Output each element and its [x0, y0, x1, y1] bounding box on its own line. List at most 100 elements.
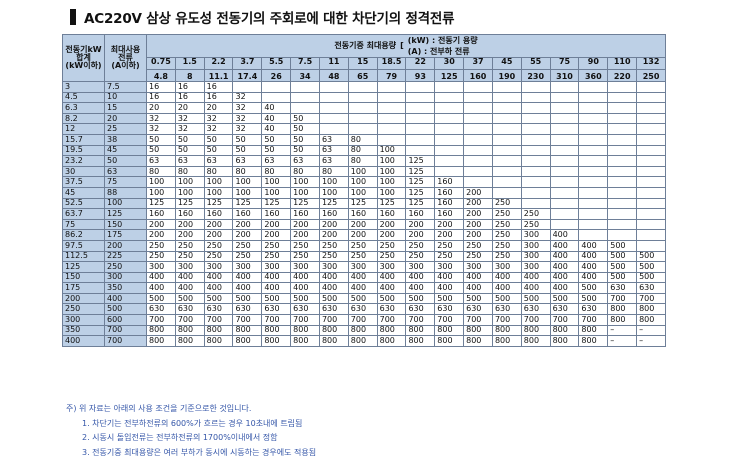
bracket-icon: [: [400, 41, 404, 50]
cell-breaker-rating: 300: [290, 261, 320, 273]
cell-breaker-rating: 200: [405, 218, 436, 231]
cell-breaker-rating: 800: [376, 335, 407, 347]
note-item: 3. 전동기중 최대용량은 여러 부하가 동시에 시동하는 경우에도 적용됨: [82, 447, 317, 457]
cell-breaker-rating: 100: [347, 176, 378, 188]
cell-breaker-rating: [636, 208, 666, 220]
cell-breaker-rating: [491, 186, 522, 199]
cell-breaker-rating: 700: [405, 314, 436, 326]
cell-breaker-rating: 16: [174, 91, 205, 104]
cell-breaker-rating: 400: [491, 271, 522, 284]
cell-breaker-rating: –: [607, 335, 638, 347]
table-row: 86.2 175 200 200 200 200 200 200 200 200 200 200 200…: [62, 229, 666, 241]
cell-breaker-rating: [607, 112, 638, 125]
cell-breaker-rating: [607, 229, 638, 241]
cell-breaker-rating: 250: [491, 239, 522, 252]
cell-breaker-rating: 400: [491, 282, 522, 294]
cell-breaker-rating: [463, 123, 493, 135]
cell-breaker-rating: 50: [203, 133, 234, 146]
cell-breaker-rating: 400: [463, 282, 493, 294]
cell-breaker-rating: [549, 81, 580, 93]
cell-breaker-rating: 250: [347, 250, 378, 263]
cell-breaker-rating: 500: [376, 292, 407, 305]
cell-breaker-rating: [549, 197, 580, 210]
cell-breaker-rating: 100: [376, 186, 407, 199]
cell-breaker-rating: 125: [405, 176, 436, 188]
motor-size-a: 48: [328, 72, 340, 81]
cell-breaker-rating: 125: [290, 197, 320, 210]
cell-breaker-rating: 500: [549, 292, 580, 305]
cell-breaker-rating: 100: [376, 144, 407, 157]
cell-breaker-rating: 400: [174, 271, 205, 284]
cell-breaker-rating: 800: [174, 324, 205, 337]
cell-breaker-rating: [520, 144, 551, 157]
cell-breaker-rating: 400: [549, 229, 580, 241]
cell-breaker-rating: 700: [347, 314, 378, 326]
cell-breaker-rating: [578, 102, 609, 114]
motor-size-kw: 1.5: [176, 59, 204, 70]
cell-breaker-rating: 250: [491, 218, 522, 231]
cell-breaker-rating: 80: [347, 133, 378, 146]
cell-breaker-rating: [578, 91, 609, 104]
motor-size-kw: 37: [464, 59, 492, 70]
cell-breaker-rating: 100: [232, 186, 263, 199]
cell-breaker-rating: [578, 144, 609, 157]
cell-breaker-rating: [607, 155, 638, 167]
cell-breaker-rating: 250: [146, 239, 176, 252]
table-row: 6.3 15 20 20 20 32 40: [62, 102, 666, 114]
cell-breaker-rating: 100: [203, 176, 234, 188]
cell-breaker-rating: 630: [636, 282, 666, 294]
cell-breaker-rating: 63: [318, 144, 349, 157]
cell-breaker-rating: 250: [203, 239, 234, 252]
cell-breaker-rating: [607, 144, 638, 157]
cell-breaker-rating: 400: [578, 250, 609, 263]
cell-breaker-rating: 250: [434, 239, 465, 252]
table-row: 4.5 10 16 16 16 32: [62, 91, 666, 104]
cell-breaker-rating: [549, 133, 580, 146]
cell-breaker-rating: 50: [146, 133, 176, 146]
cell-breaker-rating: [318, 81, 349, 93]
cell-breaker-rating: 16: [146, 91, 176, 104]
cell-breaker-rating: [376, 81, 407, 93]
cell-breaker-rating: [232, 81, 263, 93]
cell-breaker-rating: 630: [434, 303, 465, 316]
cell-breaker-rating: 200: [174, 218, 205, 231]
cell-max-current: 25: [104, 123, 147, 135]
cell-breaker-rating: [549, 208, 580, 220]
cell-breaker-rating: [376, 123, 407, 135]
cell-breaker-rating: [607, 197, 638, 210]
cell-breaker-rating: 250: [174, 250, 205, 263]
cell-breaker-rating: 400: [549, 250, 580, 263]
cell-breaker-rating: [607, 123, 638, 135]
table-row: 30 63 80 80 80 80 80 80 80 100 100 125: [62, 165, 666, 178]
cell-breaker-rating: 500: [174, 292, 205, 305]
motor-size-kw: 5.5: [262, 59, 290, 70]
cell-breaker-rating: 300: [146, 261, 176, 273]
table-row: 23.2 50 63 63 63 63 63 63 63 80 100 125: [62, 155, 666, 167]
cell-breaker-rating: [405, 91, 436, 104]
cell-breaker-rating: 100: [174, 186, 205, 199]
cell-breaker-rating: [463, 155, 493, 167]
cell-breaker-rating: [549, 112, 580, 125]
cell-breaker-rating: 125: [261, 197, 292, 210]
cell-breaker-rating: 300: [491, 261, 522, 273]
cell-breaker-rating: 700: [607, 292, 638, 305]
cell-breaker-rating: 400: [146, 271, 176, 284]
cell-max-current: 50: [104, 155, 147, 167]
table-row: 150 300 400 400 400 400 400 400 400 400 400 400 400 4…: [62, 271, 666, 284]
cell-breaker-rating: 80: [261, 165, 292, 178]
cell-breaker-rating: [491, 165, 522, 178]
cell-breaker-rating: 500: [290, 292, 320, 305]
cell-breaker-rating: [520, 155, 551, 167]
motor-size-kw: 15: [349, 59, 377, 70]
table-row: 400 700 800 800 800 800 800 800 800 800 800 800 800 8…: [62, 335, 666, 347]
motor-size-header: 132 250: [636, 57, 666, 82]
cell-breaker-rating: 700: [261, 314, 292, 326]
cell-breaker-rating: [463, 112, 493, 125]
cell-breaker-rating: 400: [549, 282, 580, 294]
cell-max-current: 38: [104, 133, 147, 146]
cell-breaker-rating: 800: [434, 335, 465, 347]
cell-breaker-rating: –: [607, 324, 638, 337]
cell-breaker-rating: 700: [434, 314, 465, 326]
cell-max-current: 150: [104, 218, 147, 231]
cell-breaker-rating: 500: [146, 292, 176, 305]
